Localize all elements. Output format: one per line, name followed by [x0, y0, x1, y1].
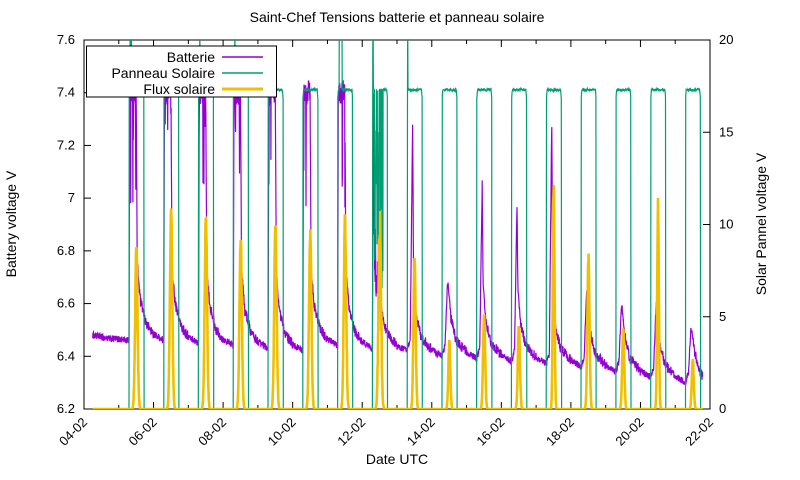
x-tick-label: 12-02: [334, 415, 368, 449]
x-tick-label: 08-02: [195, 415, 229, 449]
legend-item-label: Flux solaire: [143, 81, 215, 97]
x-tick-label: 10-02: [265, 415, 299, 449]
legend-item-label: Panneau Solaire: [111, 65, 215, 81]
x-tick-label: 14-02: [404, 415, 438, 449]
y-right-axis-label: Solar Pannel voltage V: [753, 152, 769, 295]
series-layer: [92, 40, 704, 409]
x-tick-label: 20-02: [612, 415, 646, 449]
y-right-tick-label: 0: [719, 401, 726, 416]
x-tick-label: 06-02: [126, 415, 160, 449]
y-left-tick-label: 6.2: [57, 401, 75, 416]
y-left-tick-label: 7.4: [57, 85, 75, 100]
y-left-tick-label: 6.6: [57, 296, 75, 311]
y-left-tick-label: 7.6: [57, 32, 75, 47]
y-left-tick-label: 6.4: [57, 348, 75, 363]
series-flux-solaire-line: [92, 184, 703, 409]
y-right-tick-label: 10: [719, 217, 733, 232]
y-right-tick-label: 15: [719, 124, 733, 139]
x-tick-label: 16-02: [473, 415, 507, 449]
x-tick-label: 22-02: [682, 415, 716, 449]
y-right-tick-label: 20: [719, 32, 733, 47]
y-left-tick-label: 7.2: [57, 137, 75, 152]
legend-item-label: Batterie: [167, 49, 215, 65]
y-left-tick-label: 6.8: [57, 243, 75, 258]
series-batterie-line: [92, 52, 704, 387]
y-right-tick-label: 5: [719, 309, 726, 324]
x-axis-label: Date UTC: [366, 451, 428, 467]
chart-title: Saint-Chef Tensions batterie et panneau …: [250, 9, 545, 25]
x-tick-label: 18-02: [543, 415, 577, 449]
y-left-tick-label: 7: [68, 190, 75, 205]
x-tick-label: 04-02: [56, 415, 90, 449]
y-left-axis-label: Battery voltage V: [3, 170, 19, 277]
